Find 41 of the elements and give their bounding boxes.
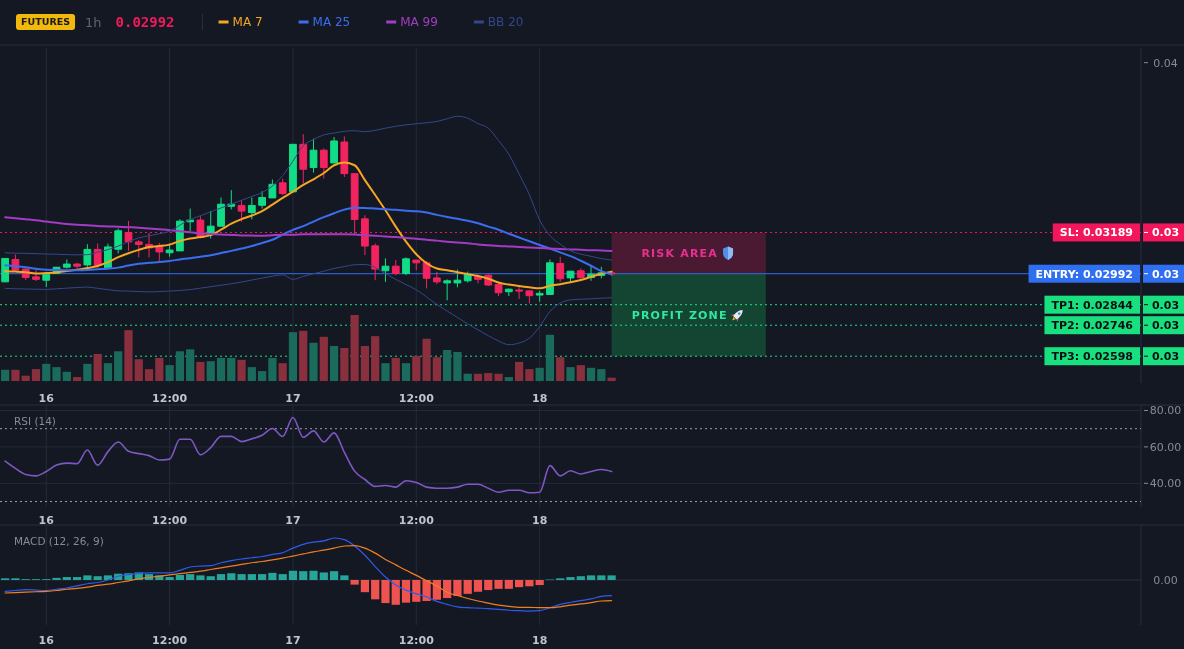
x-tick-label: 18 <box>532 391 548 405</box>
ref-line-label: TP2: 0.02746 <box>1051 319 1134 333</box>
y-tick-label: 0.04 <box>1153 56 1178 70</box>
band-label: RISK AREA <box>641 246 719 260</box>
text: MA 25 <box>312 15 351 30</box>
y-tick-label: 0.03 <box>1151 319 1180 333</box>
text: 0.02992 <box>115 13 175 30</box>
x-tick-label: 12:00 <box>398 513 435 527</box>
text: MA 99 <box>400 15 438 30</box>
x-tick-label: 18 <box>532 633 548 647</box>
y-tick-label: 60.00 <box>1149 440 1182 454</box>
x-tick-label: 12:00 <box>152 513 188 527</box>
x-tick-label: 12:00 <box>152 391 188 405</box>
ref-line-label: TP1: 0.02844 <box>1051 298 1134 312</box>
x-tick-label: 16 <box>38 633 55 647</box>
y-tick-label: 0.03 <box>1151 350 1180 364</box>
x-tick-label: 17 <box>285 633 301 647</box>
x-tick-label: 12:00 <box>398 633 435 647</box>
ref-line-label: TP3: 0.02598 <box>1051 350 1134 364</box>
y-tick-label: 80.00 <box>1149 404 1182 418</box>
x-tick-label: 16 <box>38 391 55 405</box>
x-tick-label: 18 <box>532 513 548 527</box>
text: MA 7 <box>232 15 263 30</box>
y-tick-label: 0.03 <box>1151 298 1180 312</box>
text: BB 20 <box>487 15 524 30</box>
y-tick-label: 0.03 <box>1151 226 1180 240</box>
x-tick-label: 12:00 <box>152 633 188 647</box>
x-tick-label: 16 <box>38 513 55 527</box>
chart-title: MACD (12, 26, 9) <box>14 534 104 547</box>
text: 1h <box>85 14 102 30</box>
ref-line-label: SL: 0.03189 <box>1059 226 1133 240</box>
x-tick-label: 17 <box>285 513 301 527</box>
band-label: PROFIT ZONE <box>631 308 728 322</box>
y-tick-label: 40.00 <box>1149 477 1182 491</box>
text: RSI (14) <box>14 414 56 427</box>
x-tick-label: 17 <box>285 391 301 405</box>
ref-line-label: ENTRY: 0.02992 <box>1035 267 1133 281</box>
badge: FUTURES <box>16 14 76 30</box>
y-tick-label: 0.03 <box>1151 267 1180 281</box>
x-tick-label: 12:00 <box>398 391 435 405</box>
text: 0.00 <box>1153 573 1178 587</box>
